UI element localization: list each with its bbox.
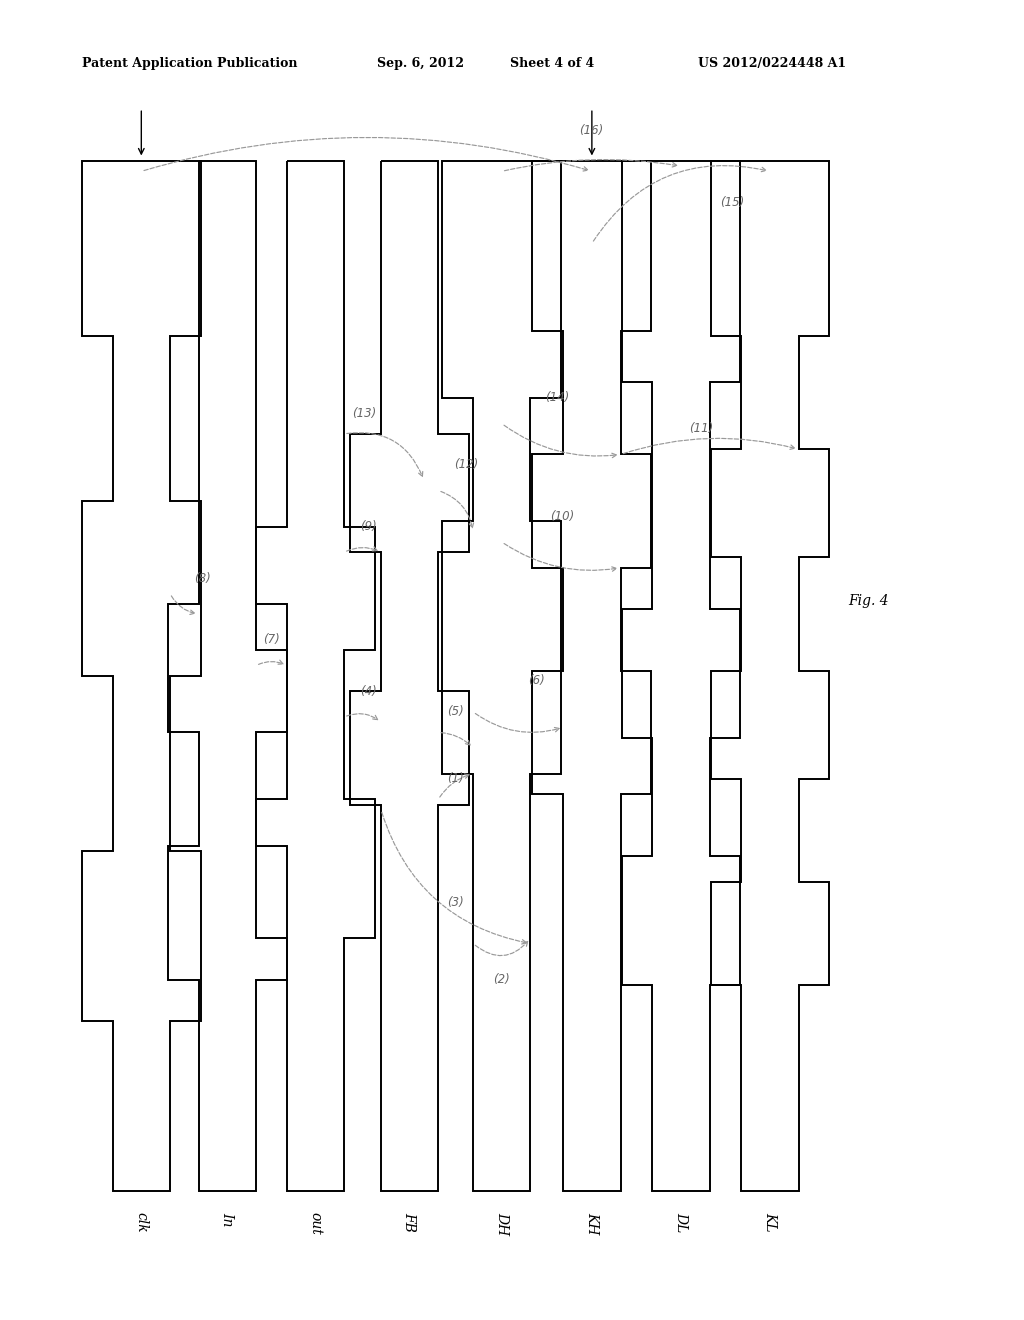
Text: DH: DH: [495, 1212, 509, 1236]
Text: Patent Application Publication: Patent Application Publication: [82, 57, 297, 70]
Text: (13): (13): [352, 407, 377, 420]
Text: (8): (8): [195, 572, 211, 585]
Text: clk: clk: [134, 1212, 148, 1233]
Text: out: out: [308, 1212, 323, 1234]
Text: KH: KH: [585, 1212, 599, 1234]
Text: (15): (15): [720, 195, 744, 209]
Text: KL: KL: [763, 1212, 777, 1232]
Text: In: In: [220, 1212, 234, 1226]
Text: Sep. 6, 2012: Sep. 6, 2012: [377, 57, 464, 70]
Text: (7): (7): [263, 634, 280, 647]
Text: (16): (16): [580, 124, 603, 137]
Text: (3): (3): [447, 896, 464, 909]
Text: (12): (12): [454, 458, 478, 471]
Text: (1): (1): [447, 772, 464, 785]
Text: FB: FB: [402, 1212, 417, 1232]
Text: (2): (2): [494, 973, 510, 986]
Text: (10): (10): [550, 510, 574, 523]
Text: (5): (5): [447, 705, 464, 718]
Text: (14): (14): [545, 391, 569, 404]
Text: Fig. 4: Fig. 4: [848, 594, 889, 607]
Text: (11): (11): [689, 422, 714, 436]
Text: DL: DL: [674, 1212, 688, 1232]
Text: (9): (9): [360, 520, 377, 533]
Text: US 2012/0224448 A1: US 2012/0224448 A1: [698, 57, 847, 70]
Text: Sheet 4 of 4: Sheet 4 of 4: [510, 57, 594, 70]
Text: (4): (4): [360, 685, 377, 698]
Text: (6): (6): [528, 675, 545, 688]
